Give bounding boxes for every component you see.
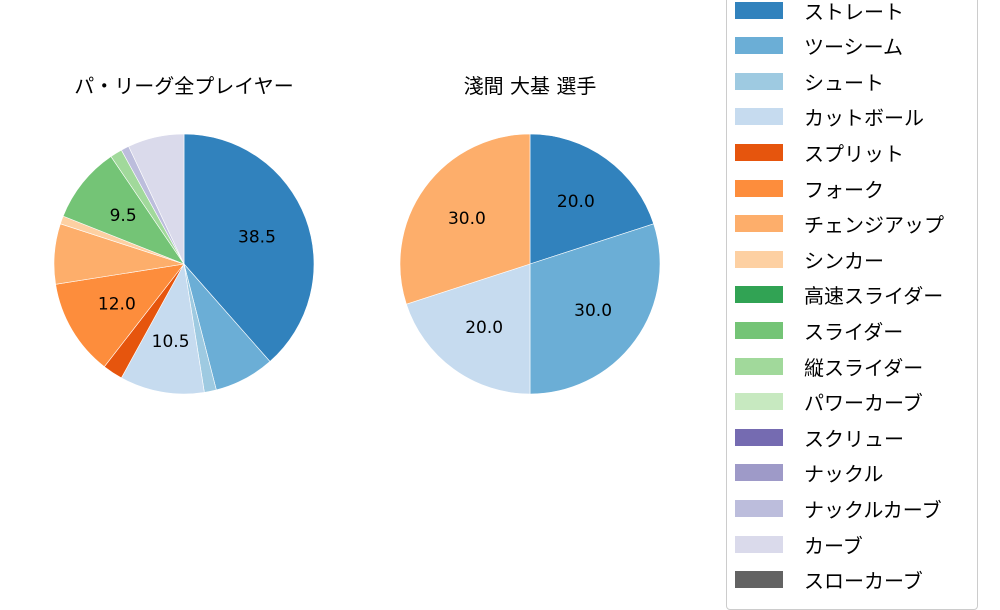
- legend-swatch: [735, 393, 783, 411]
- slice-value-label: 20.0: [557, 192, 595, 212]
- legend-swatch: [735, 250, 783, 268]
- pie-slice: [55, 263, 185, 368]
- pie-slice: [529, 223, 660, 394]
- pie-slice: [120, 263, 205, 394]
- legend-label: スクリュー: [804, 426, 904, 451]
- legend-label: ナックル: [804, 462, 884, 487]
- legend-swatch: [735, 321, 783, 339]
- pie-slice: [62, 156, 185, 265]
- legend-swatch: [735, 1, 783, 19]
- legend-swatch: [735, 464, 783, 482]
- legend-swatch: [735, 215, 783, 233]
- legend-label: スプリット: [804, 141, 904, 166]
- slice-value-label: 38.5: [238, 227, 276, 247]
- legend-swatch: [735, 535, 783, 553]
- legend-item: シンカー: [735, 248, 884, 273]
- legend-item: スクリュー: [735, 426, 904, 451]
- legend-item: スプリット: [735, 141, 904, 166]
- pie-slice: [405, 263, 531, 394]
- legend-item: ストレート: [735, 0, 904, 24]
- legend-swatch: [735, 499, 783, 517]
- slice-value-label: 10.5: [152, 332, 190, 352]
- legend-item: カットボール: [735, 106, 924, 130]
- legend-label: スライダー: [804, 319, 904, 344]
- pie-slice: [529, 134, 655, 265]
- legend-label: ツーシーム: [804, 35, 903, 60]
- legend-swatch: [735, 108, 783, 126]
- legend-label: チェンジアップ: [804, 213, 944, 238]
- legend-item: チェンジアップ: [735, 213, 944, 237]
- slice-value-label: 30.0: [448, 209, 486, 229]
- legend-item: スライダー: [735, 319, 903, 344]
- legend-label: スローカーブ: [804, 569, 923, 594]
- legend-item: ツーシーム: [735, 35, 903, 59]
- legend-item: シュート: [735, 70, 884, 95]
- legend-label: シンカー: [804, 248, 884, 273]
- legend-item: ナックル: [735, 462, 883, 486]
- legend-label: 高速スライダー: [804, 284, 944, 309]
- legend-item: ナックルカーブ: [735, 497, 942, 522]
- legend-label: 縦スライダー: [804, 355, 924, 380]
- league-pie-chart: 38.5 10.5 12.0 9.5: [54, 134, 314, 394]
- legend-label: ストレート: [804, 0, 904, 24]
- legend-label: パワーカーブ: [804, 391, 923, 416]
- legend-item: 縦スライダー: [735, 355, 923, 380]
- legend-item: カーブ: [735, 533, 863, 558]
- legend-label: カーブ: [804, 533, 863, 558]
- player-pie-chart: 20.0 30.0 20.0 30.0: [400, 134, 660, 394]
- legend-swatch: [735, 286, 783, 304]
- legend: ストレートツーシームシュートカットボール スプリットフォークチェンジアップ シンカー…: [726, 0, 978, 610]
- pie-slice: [400, 134, 531, 305]
- slice-value-label: 30.0: [574, 301, 612, 321]
- right-chart-title: 淺間 大基 選手: [463, 74, 597, 98]
- legend-item: スローカーブ: [735, 569, 923, 593]
- left-chart-title: パ・リーグ全プレイヤー: [74, 74, 294, 98]
- legend-swatch: [735, 179, 783, 197]
- legend-label: フォーク: [804, 177, 884, 202]
- legend-swatch: [735, 428, 783, 446]
- legend-label: シュート: [804, 70, 884, 95]
- legend-swatch: [735, 37, 783, 55]
- legend-swatch: [735, 357, 783, 375]
- legend-label: ナックルカーブ: [804, 497, 942, 522]
- legend-item: パワーカーブ: [735, 391, 923, 415]
- legend-swatch: [735, 571, 783, 589]
- legend-item: フォーク: [735, 177, 884, 202]
- pie-slice: [128, 134, 185, 265]
- legend-label: カットボール: [804, 106, 924, 131]
- legend-item: 高速スライダー: [735, 284, 943, 308]
- legend-swatch: [735, 143, 783, 161]
- slice-value-label: 9.5: [110, 206, 137, 226]
- pie-slice: [183, 134, 314, 362]
- slice-value-label: 12.0: [98, 295, 136, 315]
- legend-swatch: [735, 72, 783, 90]
- slice-value-label: 20.0: [465, 318, 503, 338]
